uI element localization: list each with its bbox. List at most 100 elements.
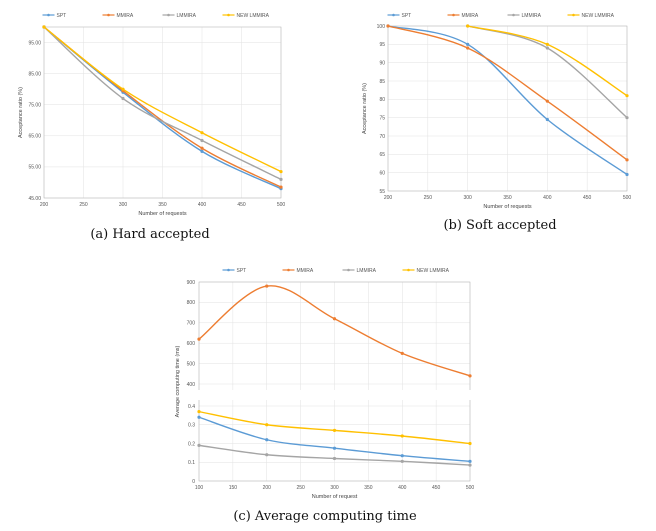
x-tick-label: 500 — [466, 485, 475, 491]
data-point — [197, 415, 201, 419]
data-point — [400, 351, 404, 355]
x-tick-label: 450 — [583, 195, 592, 201]
x-tick-label: 250 — [296, 485, 305, 491]
legend-marker — [572, 13, 575, 17]
x-tick-label: 100 — [195, 485, 204, 491]
legend-marker — [227, 13, 230, 17]
legend-label: NEW LMMIRA — [582, 13, 615, 19]
data-point — [200, 149, 204, 153]
y-tick-label: 55 — [379, 189, 385, 195]
y-tick-label: 800 — [187, 300, 196, 306]
legend-label: NEW LMMIRA — [237, 13, 270, 19]
x-tick-label: 350 — [158, 202, 167, 208]
y-tick-label: 55.00 — [28, 165, 41, 171]
legend-marker — [227, 268, 230, 272]
y-tick-label: 0.1 — [188, 460, 195, 466]
legend-item: NEW LMMIRA — [402, 268, 450, 274]
legend-label: SPT — [57, 13, 67, 19]
series-line-mmira — [387, 25, 628, 161]
plot-frame — [43, 26, 282, 199]
legend-marker — [452, 13, 455, 17]
y-tick-label: 85 — [379, 79, 385, 85]
y-tick-label: 85.00 — [28, 71, 41, 77]
x-tick-label: 450 — [432, 485, 441, 491]
legend-marker — [287, 268, 290, 272]
y-tick-label: 95 — [379, 42, 385, 48]
data-point — [468, 374, 472, 378]
y-tick-label: 400 — [187, 382, 196, 388]
legend-label: MMIRA — [117, 13, 134, 19]
legend-item: MMIRA — [447, 13, 479, 19]
data-point — [468, 459, 472, 463]
x-tick-label: 350 — [364, 485, 373, 491]
legend-item: NEW LMMIRA — [567, 13, 615, 19]
y-tick-label: 0 — [192, 479, 195, 485]
data-point — [625, 116, 629, 120]
legend-marker — [392, 13, 395, 17]
plot-frame — [387, 25, 628, 192]
y-tick-label: 70 — [379, 134, 385, 140]
y-tick-label: 700 — [187, 321, 196, 327]
plot-frame — [198, 281, 471, 482]
legend-marker — [107, 13, 110, 17]
data-point — [468, 441, 472, 446]
y-tick-label: 90 — [379, 60, 385, 66]
y-tick-label: 45.00 — [28, 196, 41, 202]
x-axis-label: Number of request — [312, 494, 358, 500]
series-line-new-lmmira — [43, 26, 282, 173]
x-tick-label: 500 — [277, 202, 286, 208]
legend-marker — [347, 268, 350, 272]
chart-caption: (a) Hard accepted — [90, 227, 209, 242]
legend-marker — [47, 13, 50, 17]
x-tick-label: 200 — [40, 202, 49, 208]
chart-2: 100 150 200 250 300 350 400 450 500 0 0.1 0.2 0.3 0.4… — [175, 268, 474, 524]
data-point — [197, 337, 201, 341]
legend-item: LMMIRA — [162, 13, 197, 19]
data-point — [279, 177, 283, 181]
y-axis-label: Acceptance ratio (%) — [362, 83, 368, 134]
x-tick-label: 350 — [503, 195, 512, 201]
data-point — [279, 169, 283, 174]
data-point — [121, 96, 125, 101]
legend-item: SPT — [42, 13, 67, 19]
legend-label: LMMIRA — [177, 13, 197, 19]
x-tick-label: 250 — [79, 202, 88, 208]
legend-label: MMIRA — [297, 268, 314, 274]
x-axis-label: Number of requests — [138, 211, 187, 217]
chart-caption: (c) Average computing time — [233, 509, 417, 524]
data-point — [466, 24, 470, 28]
y-tick-label: 0.2 — [188, 441, 195, 447]
x-tick-label: 500 — [623, 195, 632, 201]
axis-break — [197, 390, 472, 400]
x-tick-label: 200 — [384, 195, 393, 201]
data-point — [400, 454, 404, 458]
data-point — [265, 284, 269, 288]
y-tick-label: 900 — [187, 280, 196, 286]
x-tick-label: 400 — [543, 195, 552, 201]
y-tick-label: 0.4 — [188, 404, 195, 410]
legend-item: MMIRA — [282, 268, 314, 274]
y-tick-label: 75 — [379, 115, 385, 121]
data-point — [625, 172, 629, 177]
x-tick-label: 400 — [398, 485, 407, 491]
data-point — [332, 428, 337, 432]
legend-marker — [407, 268, 410, 272]
legend-marker — [167, 13, 170, 17]
y-tick-label: 600 — [187, 341, 196, 347]
data-point — [545, 99, 549, 103]
data-point — [121, 87, 125, 91]
data-point — [265, 453, 269, 457]
legend-item: MMIRA — [102, 13, 134, 19]
x-tick-label: 300 — [119, 202, 128, 208]
data-point — [279, 185, 283, 189]
data-point — [545, 42, 549, 46]
data-point — [386, 24, 390, 28]
data-point — [200, 131, 204, 135]
x-tick-label: 400 — [198, 202, 207, 208]
y-tick-label: 100 — [377, 24, 386, 30]
y-tick-label: 95.00 — [28, 40, 41, 46]
legend-label: SPT — [237, 268, 247, 274]
y-tick-label: 65 — [379, 152, 385, 158]
